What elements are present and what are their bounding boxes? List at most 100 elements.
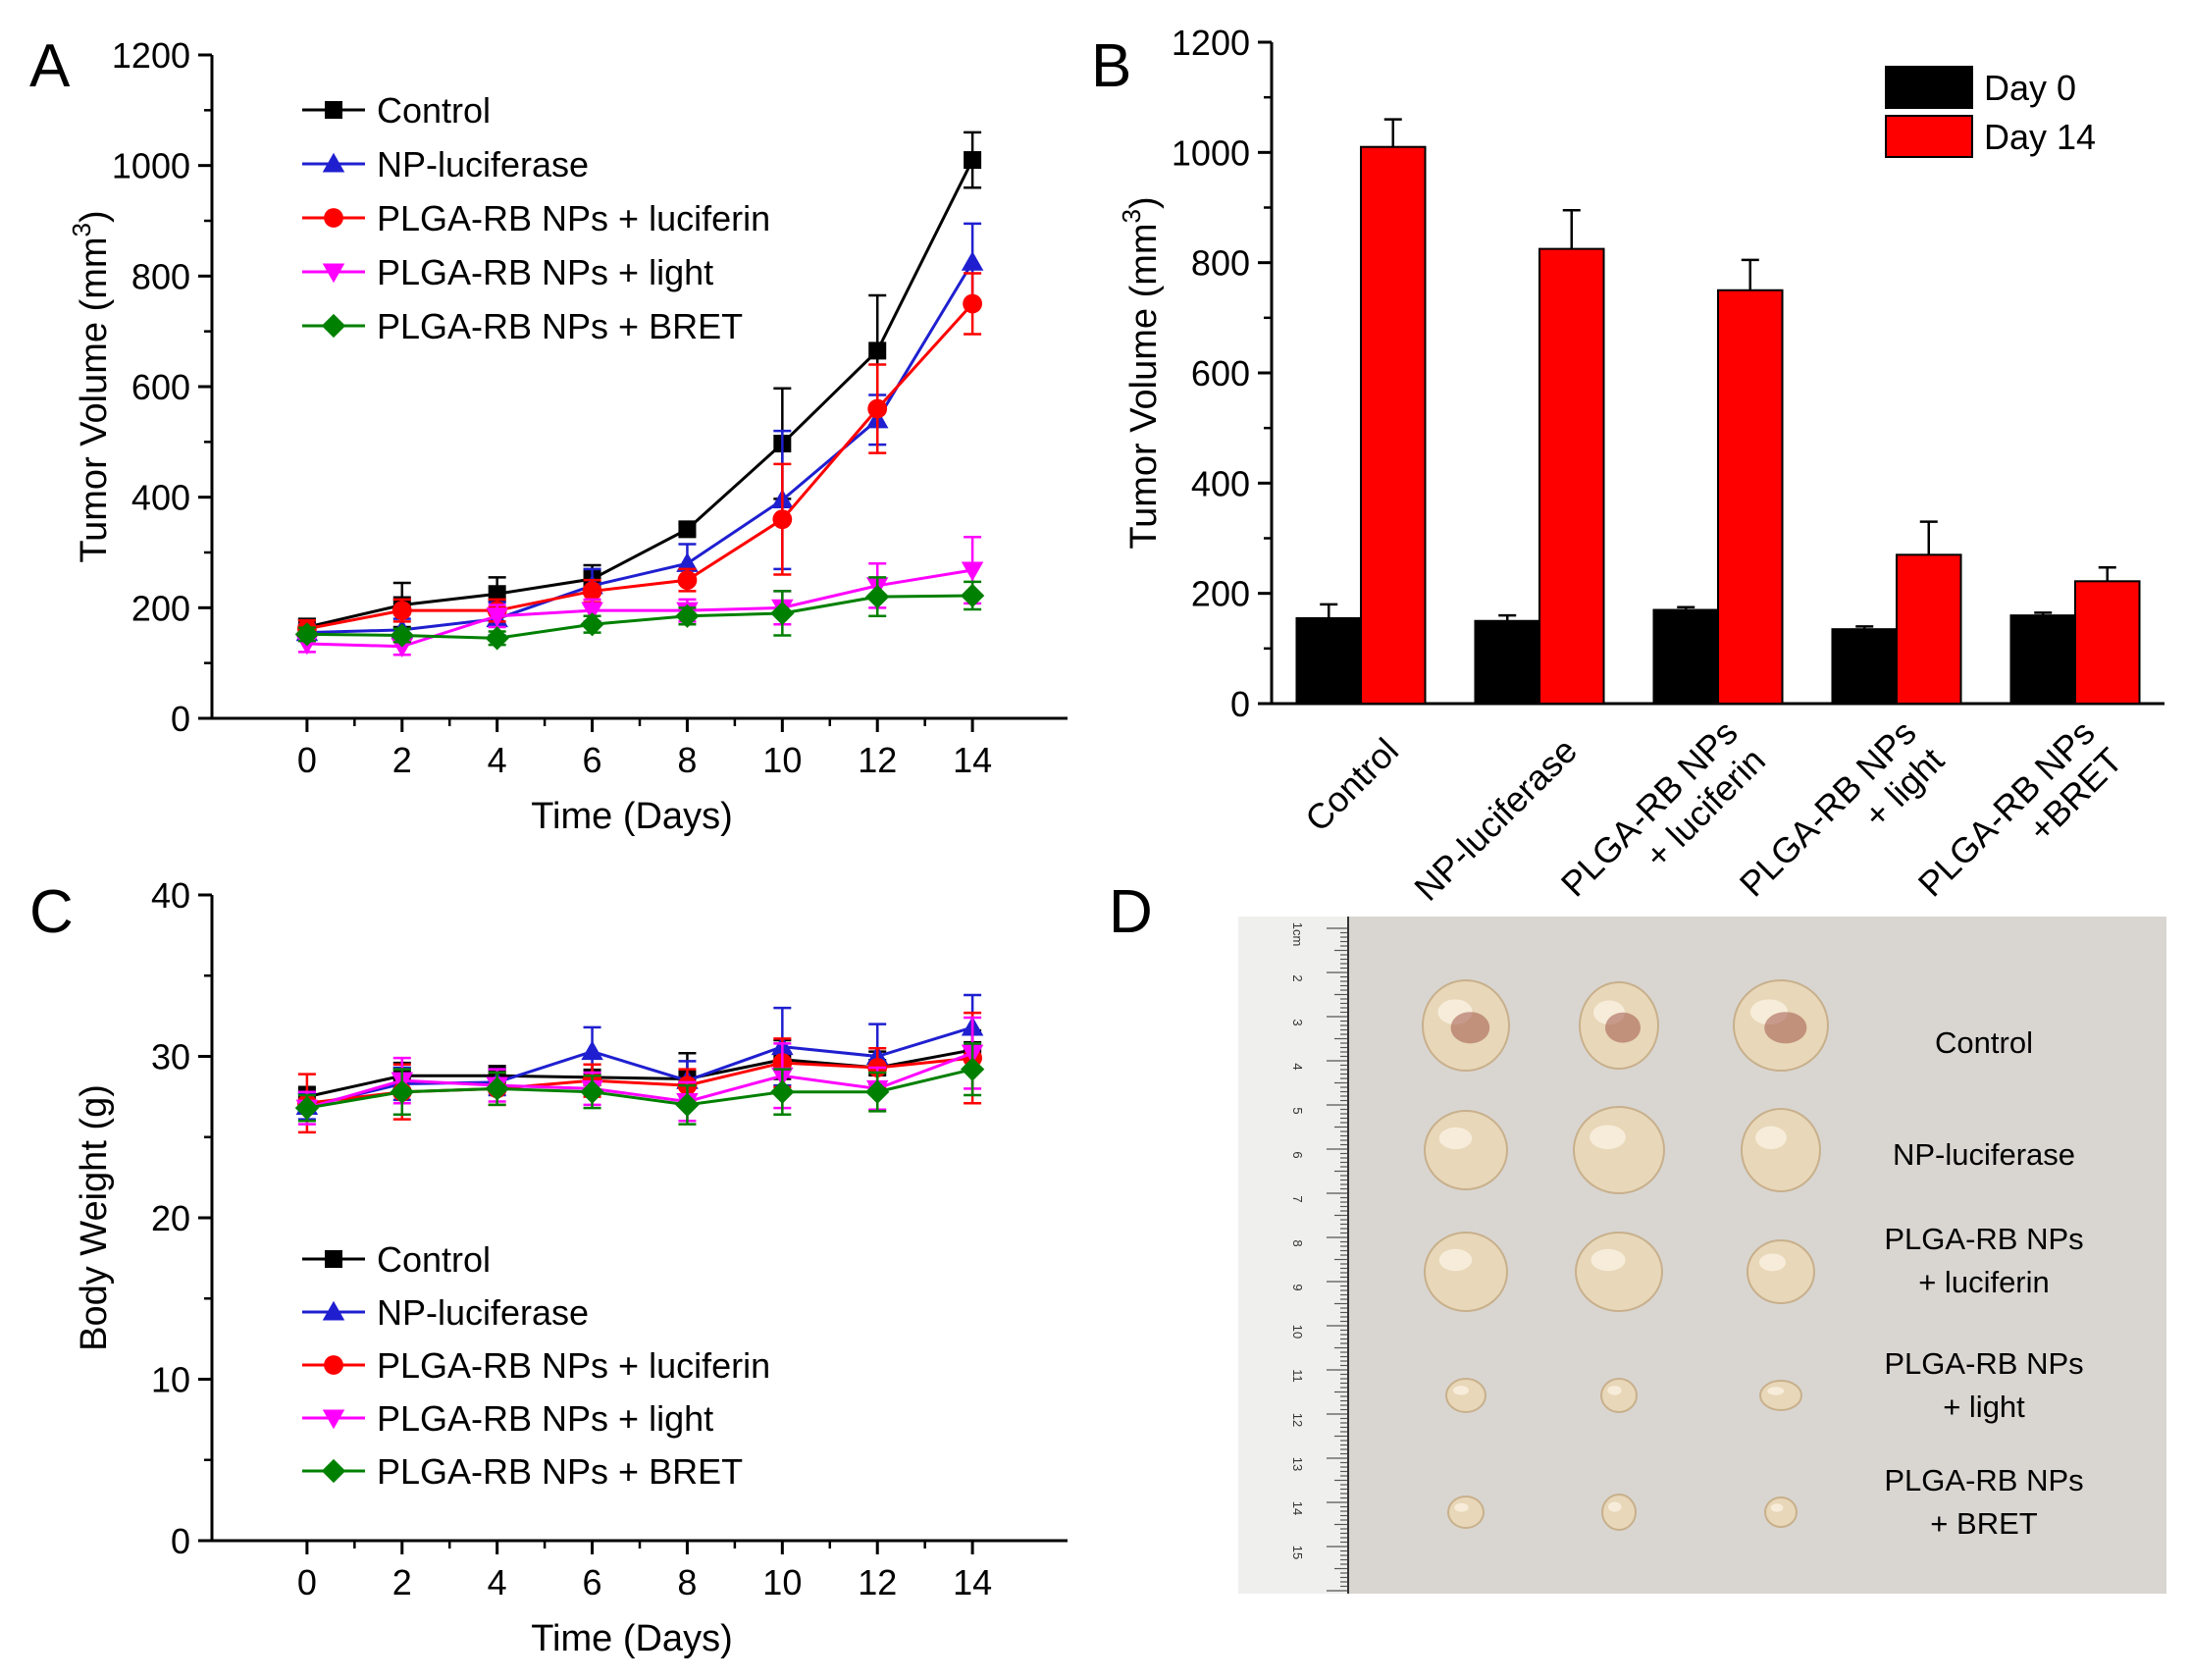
y-tick-label: 600 bbox=[131, 367, 190, 407]
legend-entry: Control bbox=[302, 1239, 491, 1280]
legend-label: PLGA-RB NPs + BRET bbox=[377, 1451, 743, 1492]
data-point bbox=[963, 293, 983, 314]
photo-label: PLGA-RB NPs + BRET bbox=[1884, 1463, 2083, 1541]
x-tick-label: 4 bbox=[488, 1562, 507, 1602]
tumor-sample bbox=[1759, 1380, 1802, 1411]
y-axis-title: Tumor Volume (mm3) bbox=[67, 210, 115, 562]
data-point bbox=[582, 581, 602, 602]
ruler-number: 14 bbox=[1290, 1501, 1305, 1515]
chart-panel-c: 0 10 20 30 40 0 2 4 6 8 10 12 14 Time (Days) Body Weig… bbox=[74, 875, 1068, 1659]
y-tick-label: 800 bbox=[131, 256, 190, 296]
data-point bbox=[675, 1092, 700, 1117]
series-line bbox=[306, 261, 974, 635]
ruler-number: 1cm bbox=[1290, 922, 1305, 947]
legend-entry: PLGA-RB NPs + BRET bbox=[302, 1451, 743, 1492]
legend-marker bbox=[321, 313, 346, 339]
tumor-body bbox=[1573, 1106, 1665, 1194]
legend-swatch bbox=[1885, 66, 1973, 109]
legend-label: Control bbox=[377, 90, 491, 131]
tumor-highlight bbox=[1607, 1386, 1622, 1395]
legend-marker bbox=[325, 101, 342, 119]
tumor-body bbox=[1424, 1232, 1508, 1312]
bar-day-0 bbox=[2009, 614, 2076, 706]
data-point bbox=[391, 601, 412, 621]
data-point bbox=[581, 1040, 603, 1061]
y-tick-label: 400 bbox=[1191, 463, 1250, 503]
legend-label: NP-luciferase bbox=[377, 1292, 589, 1333]
data-point bbox=[960, 583, 985, 608]
legend-swatch bbox=[1885, 115, 1973, 158]
legend-marker bbox=[322, 1409, 345, 1430]
bar-day-14 bbox=[1717, 289, 1784, 705]
ruler-number: 11 bbox=[1290, 1369, 1305, 1383]
data-point bbox=[294, 622, 320, 647]
tumor-sample bbox=[1747, 1239, 1815, 1304]
data-point bbox=[770, 1079, 795, 1104]
data-point bbox=[580, 1079, 604, 1104]
ruler-number: 4 bbox=[1290, 1063, 1305, 1070]
x-tick-label: 14 bbox=[953, 740, 992, 780]
tumor-sample bbox=[1422, 979, 1510, 1072]
photo-background bbox=[1238, 917, 2166, 1594]
y-tick-label: 1200 bbox=[112, 35, 190, 76]
bar-day-0 bbox=[1831, 628, 1898, 705]
panel-letter-d: D bbox=[1109, 878, 1153, 946]
tumor-highlight bbox=[1755, 1126, 1787, 1150]
x-tick-label: PLGA-RB NPs+BRET bbox=[1910, 712, 2130, 932]
series-line bbox=[306, 594, 973, 640]
y-tick-label: 1000 bbox=[1172, 132, 1250, 173]
x-tick-label: 8 bbox=[677, 740, 697, 780]
panel-letter-b: B bbox=[1091, 32, 1131, 100]
tumor-highlight bbox=[1438, 1127, 1473, 1150]
legend-label: PLGA-RB NPs + luciferin bbox=[377, 198, 770, 238]
legend-marker bbox=[322, 263, 345, 284]
y-tick-label: 20 bbox=[151, 1198, 190, 1238]
x-tick-label: PLGA-RB NPs+ light bbox=[1732, 712, 1952, 932]
legend-entry: Day 0 bbox=[1885, 66, 2076, 109]
y-tick-label: 0 bbox=[171, 1521, 190, 1561]
x-tick-label: 10 bbox=[762, 740, 802, 780]
tumor-highlight bbox=[1770, 1503, 1784, 1512]
tumor-highlight bbox=[1453, 1386, 1469, 1395]
panel-letter-a: A bbox=[29, 32, 71, 100]
legend-marker bbox=[325, 1250, 342, 1268]
tumor-sample bbox=[1575, 1232, 1663, 1312]
series-plga-rb-nps-bret bbox=[294, 1042, 985, 1126]
x-tick-label: 10 bbox=[762, 1562, 802, 1602]
x-tick-label: 2 bbox=[392, 740, 412, 780]
tumor-highlight bbox=[1438, 1248, 1473, 1272]
data-point bbox=[964, 151, 982, 170]
y-axis-title: Body Weight (g) bbox=[74, 1084, 115, 1351]
tumor-sample bbox=[1601, 1494, 1637, 1531]
panel-letter-c: C bbox=[29, 878, 74, 946]
tumor-sample bbox=[1733, 979, 1829, 1072]
x-tick-label: 14 bbox=[953, 1562, 992, 1602]
y-tick-label: 600 bbox=[1191, 353, 1250, 394]
tumor-highlight bbox=[1454, 1502, 1469, 1512]
data-point bbox=[960, 1057, 985, 1081]
y-tick-label: 0 bbox=[171, 699, 190, 739]
tumor-highlight bbox=[1590, 1125, 1626, 1150]
data-point bbox=[868, 341, 887, 360]
tumor-highlight bbox=[1607, 1501, 1622, 1512]
tumor-hemorrhage bbox=[1764, 1012, 1807, 1044]
legend-entry: PLGA-RB NPs + light bbox=[302, 1398, 713, 1439]
legend-label: Day 14 bbox=[1984, 117, 2096, 157]
photo-label: PLGA-RB NPs + luciferin bbox=[1884, 1222, 2083, 1299]
tumor-body bbox=[1447, 1496, 1485, 1529]
y-tick-label: 200 bbox=[1191, 574, 1250, 614]
legend-entry: PLGA-RB NPs + light bbox=[302, 252, 713, 292]
tumor-highlight bbox=[1758, 1253, 1787, 1272]
tumor-sample bbox=[1579, 981, 1659, 1070]
legend-marker bbox=[324, 1355, 343, 1375]
data-point bbox=[772, 509, 793, 530]
data-point bbox=[581, 602, 603, 622]
legend-entry: NP-luciferase bbox=[302, 144, 589, 184]
data-point bbox=[677, 570, 698, 591]
legend-label: NP-luciferase bbox=[377, 144, 589, 184]
y-tick-label: 10 bbox=[151, 1360, 190, 1400]
data-point bbox=[390, 1079, 414, 1104]
legend-label: PLGA-RB NPs + BRET bbox=[377, 306, 743, 346]
tumor-highlight bbox=[1767, 1387, 1785, 1395]
y-tick-label: 200 bbox=[131, 588, 190, 628]
